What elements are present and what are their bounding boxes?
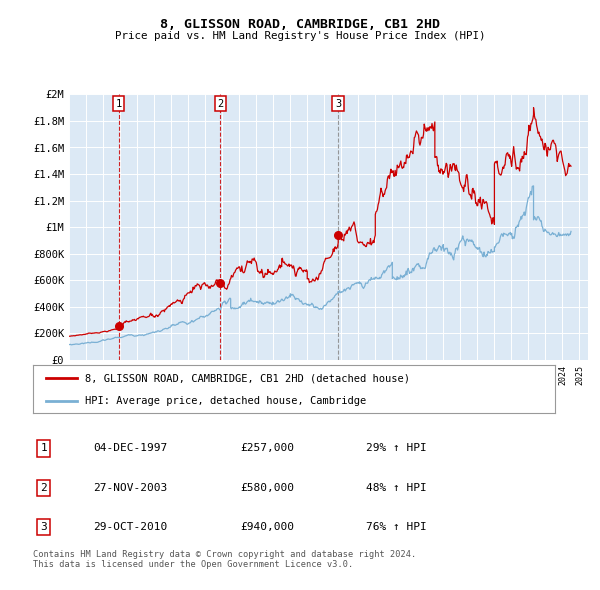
Text: £580,000: £580,000 (240, 483, 294, 493)
Text: 3: 3 (335, 99, 341, 109)
Text: 29-OCT-2010: 29-OCT-2010 (93, 522, 167, 532)
Text: Price paid vs. HM Land Registry's House Price Index (HPI): Price paid vs. HM Land Registry's House … (115, 31, 485, 41)
Text: 29% ↑ HPI: 29% ↑ HPI (366, 444, 427, 453)
Text: £257,000: £257,000 (240, 444, 294, 453)
Text: 2: 2 (40, 483, 47, 493)
Text: 04-DEC-1997: 04-DEC-1997 (93, 444, 167, 453)
Text: £940,000: £940,000 (240, 522, 294, 532)
Text: 8, GLISSON ROAD, CAMBRIDGE, CB1 2HD: 8, GLISSON ROAD, CAMBRIDGE, CB1 2HD (160, 18, 440, 31)
Text: 1: 1 (40, 444, 47, 453)
Text: 1: 1 (116, 99, 122, 109)
Text: 27-NOV-2003: 27-NOV-2003 (93, 483, 167, 493)
Text: 48% ↑ HPI: 48% ↑ HPI (366, 483, 427, 493)
Text: 3: 3 (40, 522, 47, 532)
Text: Contains HM Land Registry data © Crown copyright and database right 2024.
This d: Contains HM Land Registry data © Crown c… (33, 550, 416, 569)
Text: HPI: Average price, detached house, Cambridge: HPI: Average price, detached house, Camb… (85, 396, 367, 406)
Text: 8, GLISSON ROAD, CAMBRIDGE, CB1 2HD (detached house): 8, GLISSON ROAD, CAMBRIDGE, CB1 2HD (det… (85, 373, 410, 383)
Text: 76% ↑ HPI: 76% ↑ HPI (366, 522, 427, 532)
Text: 2: 2 (217, 99, 224, 109)
